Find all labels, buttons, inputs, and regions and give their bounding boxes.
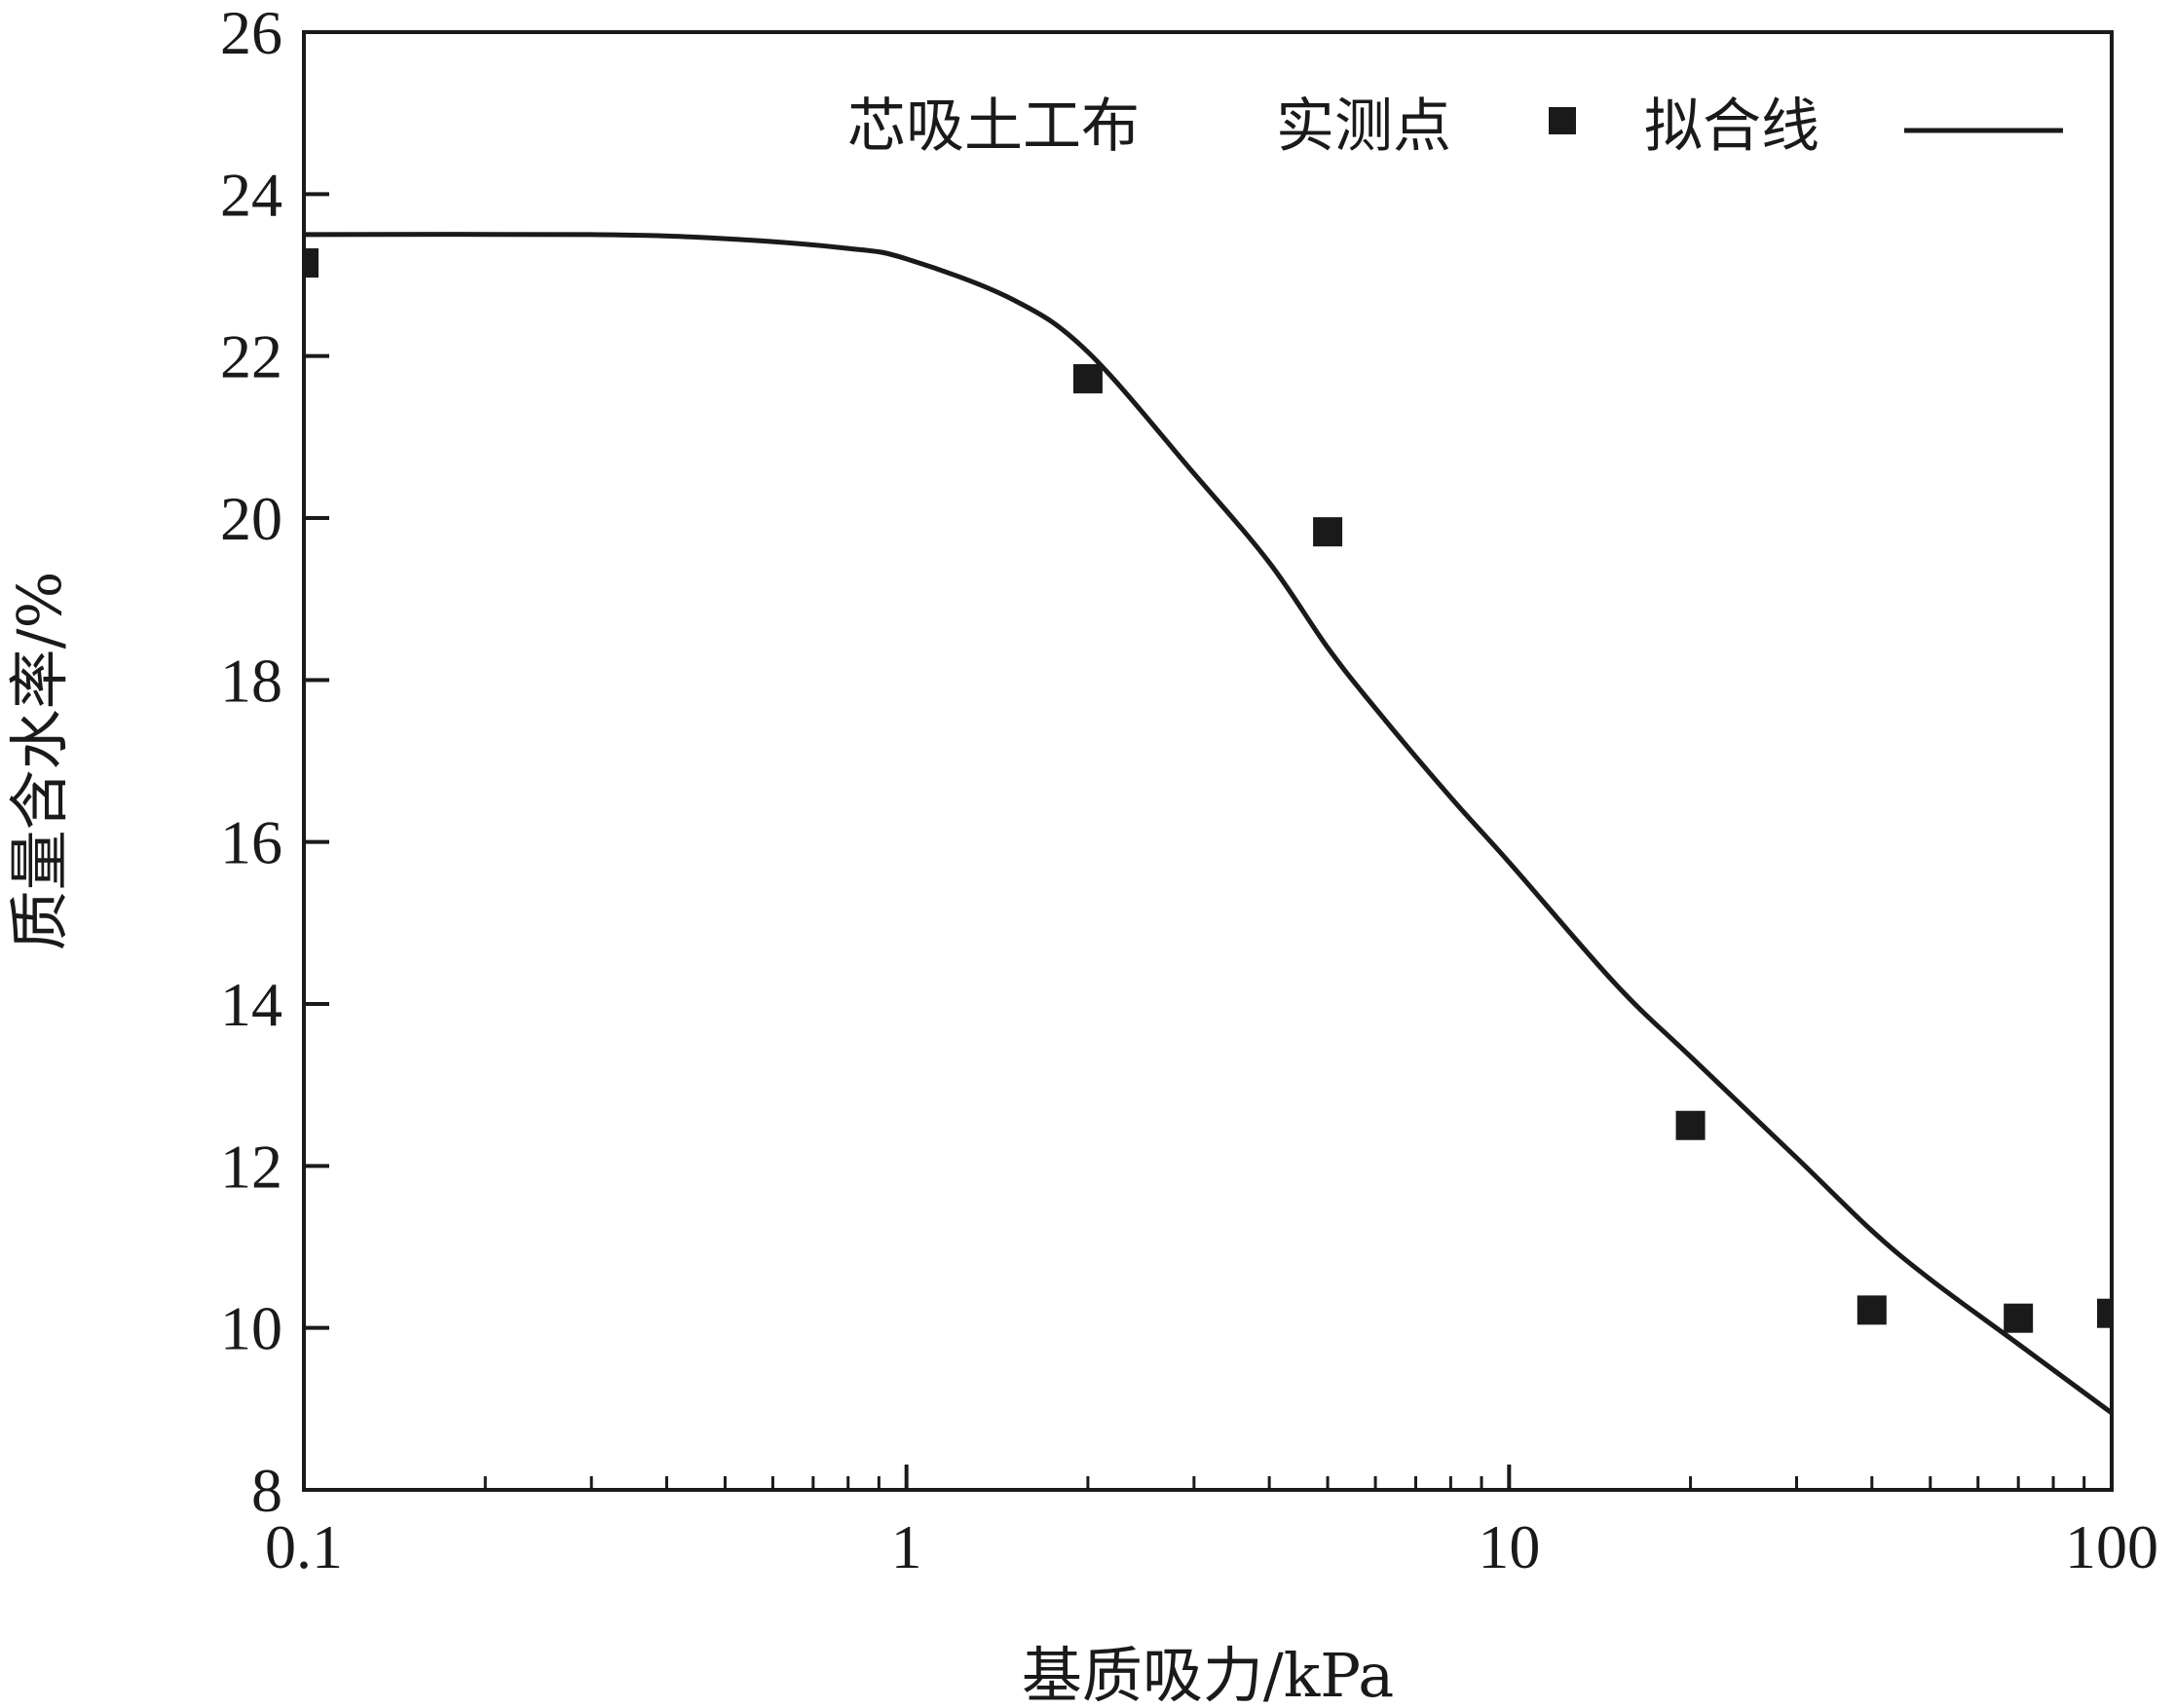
x-tick-label: 10 [1478, 1512, 1540, 1581]
y-tick-label: 18 [220, 646, 282, 715]
fit-curve [303, 232, 2114, 1416]
legend: 芯吸土工布 实测点 拟合线 [847, 93, 2063, 161]
data-point [2004, 1303, 2034, 1333]
data-point [304, 248, 319, 278]
y-tick-label: 8 [251, 1456, 282, 1525]
fit-curve-layer [303, 232, 2114, 1416]
plot-frame [302, 30, 2114, 1492]
x-tick-label: 1 [891, 1512, 922, 1581]
y-tick-label: 22 [220, 322, 282, 391]
y-tick-label: 20 [220, 484, 282, 553]
y-tick-label: 24 [220, 160, 282, 229]
y-tick-label: 16 [220, 808, 282, 877]
data-point [1856, 1295, 1887, 1325]
x-axis-title: 基质吸力/kPa [1022, 1640, 1394, 1708]
y-axis-title: 质量含水率/% [4, 572, 75, 951]
y-tick-label: 12 [220, 1132, 282, 1201]
y-tick-label: 14 [220, 970, 282, 1039]
x-tick-label: 100 [2065, 1512, 2158, 1581]
legend-label-fit: 拟合线 [1644, 93, 1819, 161]
legend-marker-square-icon [1549, 107, 1576, 134]
axis-ticks: 8 10 12 14 16 18 20 22 24 26 0.1 1 10 100 [220, 0, 2158, 1581]
data-points-layer [304, 248, 2112, 1333]
data-point [1313, 517, 1343, 547]
y-tick-label: 10 [220, 1294, 282, 1363]
x-tick-label: 0.1 [265, 1512, 343, 1581]
legend-label-measured: 实测点 [1276, 93, 1451, 161]
legend-prefix: 芯吸土工布 [847, 93, 1140, 161]
data-point [2097, 1298, 2112, 1328]
data-point [1072, 363, 1103, 393]
data-point [1675, 1110, 1706, 1140]
y-tick-label: 26 [220, 0, 282, 67]
